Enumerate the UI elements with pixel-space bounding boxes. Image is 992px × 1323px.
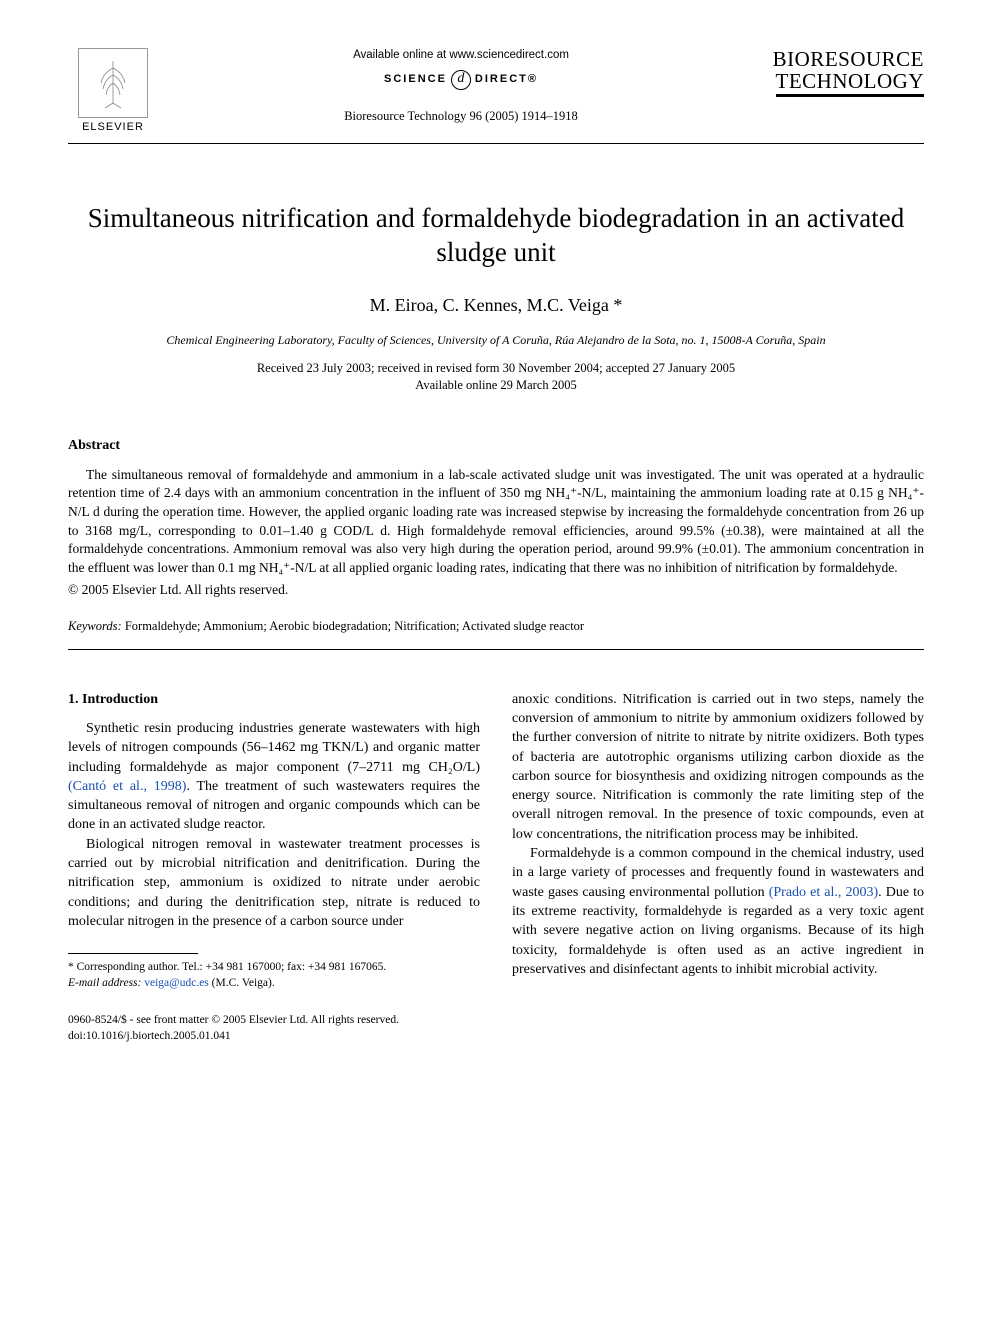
journal-line2: TECHNOLOGY (776, 70, 924, 97)
sd-d-icon: d (451, 70, 471, 90)
sciencedirect-logo: SCIENCE d DIRECT® (178, 70, 744, 90)
journal-line1: BIORESOURCE (764, 48, 924, 70)
canto-1998-link[interactable]: (Cantó et al., 1998) (68, 779, 186, 794)
citation-line: Bioresource Technology 96 (2005) 1914–19… (178, 108, 744, 125)
article-title: Simultaneous nitrification and formaldeh… (68, 202, 924, 270)
mid-rule (68, 649, 924, 650)
header-rule (68, 143, 924, 144)
abstract-text: The simultaneous removal of formaldehyde… (68, 466, 924, 578)
prado-2003-link[interactable]: (Prado et al., 2003) (769, 885, 878, 900)
footnote-separator (68, 953, 198, 954)
intro-p1: Synthetic resin producing industries gen… (68, 719, 480, 835)
footer-block: 0960-8524/$ - see front matter © 2005 El… (68, 1013, 480, 1044)
footnote-email-link[interactable]: veiga@udc.es (144, 977, 209, 989)
authors: M. Eiroa, C. Kennes, M.C. Veiga * (68, 293, 924, 317)
elsevier-tree-icon (78, 48, 148, 118)
left-column: 1. Introduction Synthetic resin producin… (68, 690, 480, 1045)
page-header: ELSEVIER Available online at www.science… (68, 48, 924, 135)
affiliation: Chemical Engineering Laboratory, Faculty… (68, 332, 924, 348)
footer-line2: doi:10.1016/j.biortech.2005.01.041 (68, 1030, 231, 1042)
abstract-body: The simultaneous removal of formaldehyde… (68, 466, 924, 578)
dates-line2: Available online 29 March 2005 (415, 378, 577, 392)
right-p2: Formaldehyde is a common compound in the… (512, 844, 924, 979)
right-p1: anoxic conditions. Nitrification is carr… (512, 690, 924, 845)
article-dates: Received 23 July 2003; received in revis… (68, 360, 924, 395)
abstract-heading: Abstract (68, 437, 924, 456)
available-online-text: Available online at www.sciencedirect.co… (178, 48, 744, 64)
footnote-email-label: E-mail address: (68, 977, 141, 989)
journal-logo: BIORESOURCE TECHNOLOGY (764, 48, 924, 97)
sd-text-left: SCIENCE (384, 72, 447, 87)
copyright-line: © 2005 Elsevier Ltd. All rights reserved… (68, 581, 924, 599)
sd-text-right: DIRECT® (475, 72, 538, 87)
footnote-corresponding: * Corresponding author. Tel.: +34 981 16… (68, 961, 386, 973)
elsevier-logo: ELSEVIER (68, 48, 158, 135)
footnote-email-tail: (M.C. Veiga). (209, 977, 275, 989)
introduction-heading: 1. Introduction (68, 690, 480, 709)
center-header: Available online at www.sciencedirect.co… (158, 48, 764, 124)
keywords: Keywords: Formaldehyde; Ammonium; Aerobi… (68, 618, 924, 635)
two-column-body: 1. Introduction Synthetic resin producin… (68, 690, 924, 1045)
elsevier-text: ELSEVIER (82, 120, 144, 135)
intro-p2: Biological nitrogen removal in wastewate… (68, 835, 480, 932)
dates-line1: Received 23 July 2003; received in revis… (257, 361, 735, 375)
keywords-label: Keywords: (68, 619, 122, 633)
right-column: anoxic conditions. Nitrification is carr… (512, 690, 924, 1045)
corresponding-author-footnote: * Corresponding author. Tel.: +34 981 16… (68, 960, 480, 991)
keywords-value: Formaldehyde; Ammonium; Aerobic biodegra… (122, 619, 584, 633)
footer-line1: 0960-8524/$ - see front matter © 2005 El… (68, 1014, 399, 1026)
